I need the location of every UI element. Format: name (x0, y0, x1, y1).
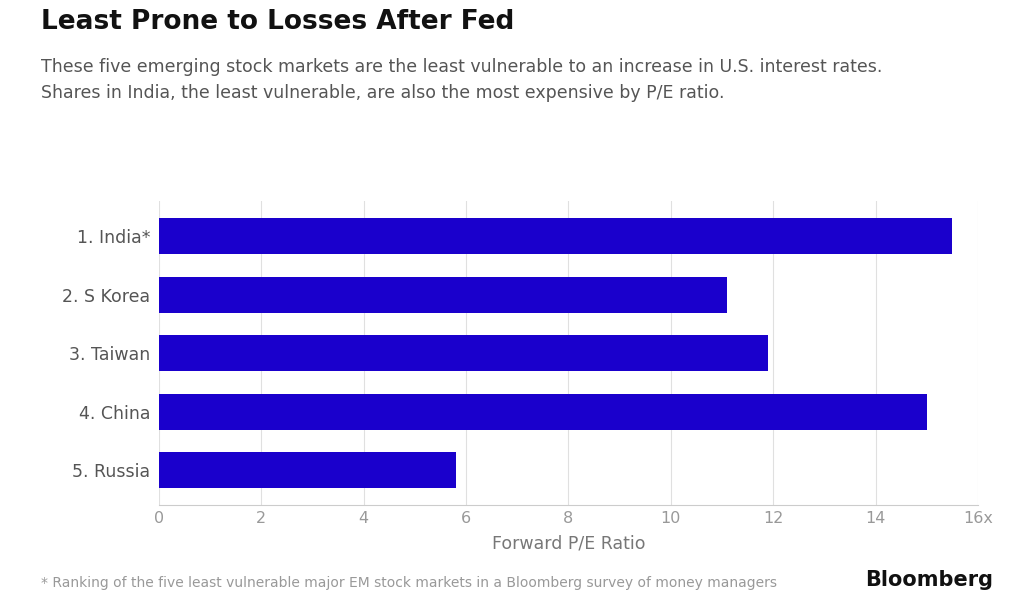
Text: Least Prone to Losses After Fed: Least Prone to Losses After Fed (41, 9, 514, 35)
Bar (988, 572, 995, 595)
Bar (159, 335, 768, 371)
Bar (159, 452, 456, 488)
Text: Bloomberg: Bloomberg (865, 569, 993, 590)
Bar (159, 218, 952, 254)
X-axis label: Forward P/E Ratio: Forward P/E Ratio (492, 534, 645, 552)
Bar (159, 276, 727, 313)
Bar (159, 393, 927, 430)
Text: These five emerging stock markets are the least vulnerable to an increase in U.S: These five emerging stock markets are th… (41, 58, 883, 102)
Bar (997, 577, 1005, 595)
Bar (980, 582, 987, 595)
Text: * Ranking of the five least vulnerable major EM stock markets in a Bloomberg sur: * Ranking of the five least vulnerable m… (41, 576, 777, 590)
